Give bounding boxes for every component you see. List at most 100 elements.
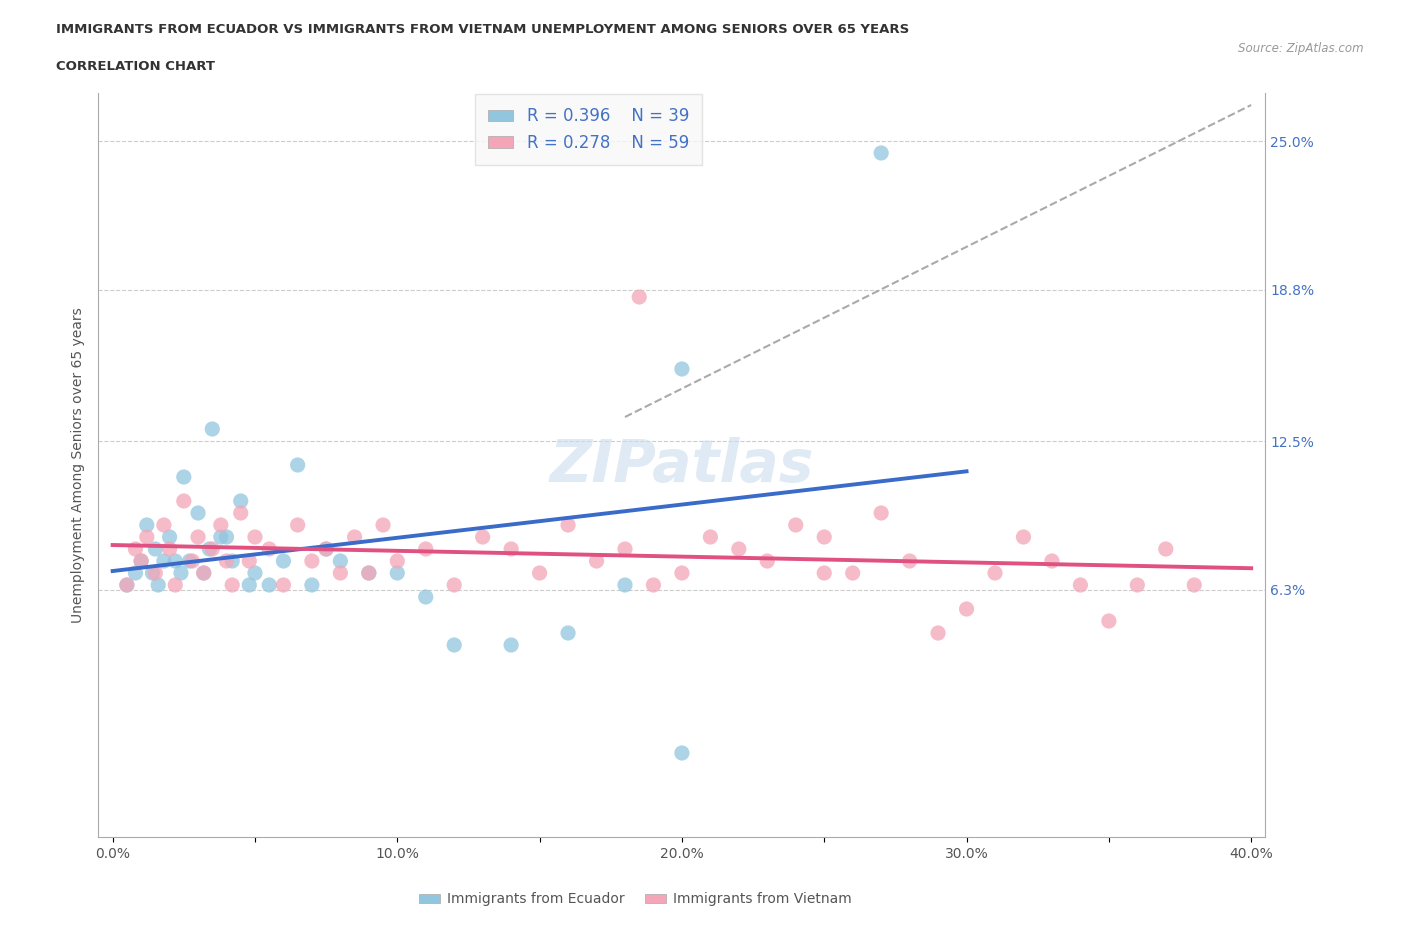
Point bbox=[215, 553, 238, 568]
Point bbox=[124, 541, 146, 556]
Point bbox=[415, 590, 437, 604]
Point bbox=[643, 578, 665, 592]
Point bbox=[287, 458, 309, 472]
Point bbox=[165, 553, 187, 568]
Point bbox=[238, 553, 260, 568]
Point bbox=[273, 578, 295, 592]
Point bbox=[257, 578, 280, 592]
Point bbox=[238, 578, 260, 592]
Point bbox=[153, 518, 176, 533]
Point bbox=[727, 541, 749, 556]
Point bbox=[129, 553, 152, 568]
Point bbox=[143, 565, 166, 580]
Point bbox=[443, 638, 465, 653]
Point bbox=[984, 565, 1007, 580]
Point bbox=[243, 529, 266, 544]
Point bbox=[173, 494, 195, 509]
Point bbox=[785, 518, 807, 533]
Point bbox=[221, 578, 243, 592]
Point bbox=[115, 578, 138, 592]
Point bbox=[955, 602, 977, 617]
Point bbox=[193, 565, 215, 580]
Point bbox=[927, 626, 949, 641]
Point bbox=[301, 578, 323, 592]
Point bbox=[870, 506, 893, 521]
Point bbox=[387, 565, 409, 580]
Text: Source: ZipAtlas.com: Source: ZipAtlas.com bbox=[1239, 42, 1364, 55]
Point bbox=[371, 518, 394, 533]
Point bbox=[187, 506, 209, 521]
Point bbox=[170, 565, 193, 580]
Point bbox=[841, 565, 863, 580]
Point bbox=[209, 518, 232, 533]
Point bbox=[557, 626, 579, 641]
Point bbox=[387, 553, 409, 568]
Point bbox=[557, 518, 579, 533]
Point bbox=[415, 541, 437, 556]
Point bbox=[215, 529, 238, 544]
Point bbox=[201, 421, 224, 436]
Point bbox=[671, 362, 693, 377]
Point bbox=[1154, 541, 1177, 556]
Point bbox=[115, 578, 138, 592]
Point bbox=[1012, 529, 1035, 544]
Point bbox=[221, 553, 243, 568]
Point bbox=[301, 553, 323, 568]
Point bbox=[329, 565, 352, 580]
Legend: Immigrants from Ecuador, Immigrants from Vietnam: Immigrants from Ecuador, Immigrants from… bbox=[413, 887, 858, 912]
Point bbox=[209, 529, 232, 544]
Point bbox=[443, 578, 465, 592]
Point bbox=[181, 553, 204, 568]
Point bbox=[159, 529, 181, 544]
Point bbox=[1182, 578, 1205, 592]
Point bbox=[229, 506, 252, 521]
Point bbox=[471, 529, 494, 544]
Point bbox=[671, 746, 693, 761]
Text: ZIPatlas: ZIPatlas bbox=[550, 436, 814, 494]
Point bbox=[187, 529, 209, 544]
Point bbox=[148, 578, 170, 592]
Point bbox=[329, 553, 352, 568]
Point bbox=[153, 553, 176, 568]
Point bbox=[529, 565, 551, 580]
Point bbox=[315, 541, 337, 556]
Point bbox=[179, 553, 201, 568]
Point bbox=[229, 494, 252, 509]
Point bbox=[585, 553, 607, 568]
Point bbox=[257, 541, 280, 556]
Point bbox=[201, 541, 224, 556]
Point bbox=[135, 518, 157, 533]
Point bbox=[243, 565, 266, 580]
Point bbox=[628, 289, 651, 304]
Text: CORRELATION CHART: CORRELATION CHART bbox=[56, 60, 215, 73]
Point bbox=[159, 541, 181, 556]
Point bbox=[165, 578, 187, 592]
Point bbox=[614, 578, 637, 592]
Point bbox=[813, 529, 835, 544]
Point bbox=[501, 541, 523, 556]
Point bbox=[343, 529, 366, 544]
Text: IMMIGRANTS FROM ECUADOR VS IMMIGRANTS FROM VIETNAM UNEMPLOYMENT AMONG SENIORS OV: IMMIGRANTS FROM ECUADOR VS IMMIGRANTS FR… bbox=[56, 23, 910, 36]
Point bbox=[756, 553, 779, 568]
Point bbox=[193, 565, 215, 580]
Y-axis label: Unemployment Among Seniors over 65 years: Unemployment Among Seniors over 65 years bbox=[70, 307, 84, 623]
Point bbox=[198, 541, 221, 556]
Point bbox=[898, 553, 921, 568]
Point bbox=[1098, 614, 1121, 629]
Point bbox=[135, 529, 157, 544]
Point bbox=[870, 146, 893, 161]
Point bbox=[287, 518, 309, 533]
Point bbox=[124, 565, 146, 580]
Point bbox=[315, 541, 337, 556]
Point bbox=[1069, 578, 1091, 592]
Point bbox=[173, 470, 195, 485]
Point bbox=[273, 553, 295, 568]
Point bbox=[1040, 553, 1063, 568]
Point bbox=[357, 565, 380, 580]
Point bbox=[357, 565, 380, 580]
Point bbox=[699, 529, 721, 544]
Point bbox=[143, 541, 166, 556]
Point bbox=[141, 565, 163, 580]
Point bbox=[129, 553, 152, 568]
Point bbox=[501, 638, 523, 653]
